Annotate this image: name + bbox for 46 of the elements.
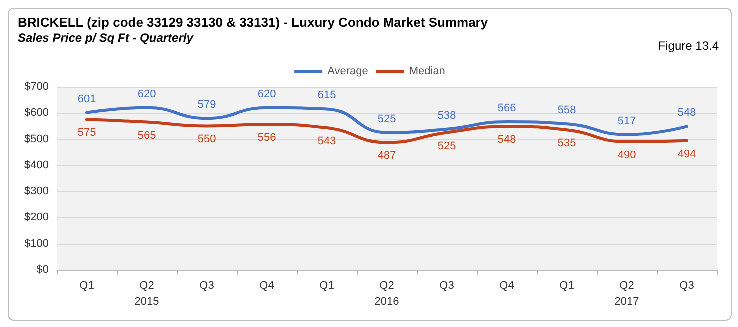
data-label: 538 [438,110,456,122]
data-label: 620 [258,88,276,100]
x-tick-label: Q1 [320,280,334,292]
x-tick-label: Q2 2015 [134,280,160,308]
data-label: 487 [378,150,396,162]
legend-label: Average [328,66,368,78]
data-label: 535 [558,138,576,150]
data-label: 558 [558,104,576,117]
x-tick-label: Q3 [200,280,214,292]
x-tick-label: Q3 [680,280,694,292]
data-label: 579 [198,99,216,112]
data-label: 494 [678,148,696,160]
y-tick-label: $200 [24,212,49,224]
y-tick-label: $400 [24,159,49,172]
data-label: 601 [78,93,96,106]
x-tick-label: Q4 [500,280,514,292]
data-label: 548 [498,134,516,146]
chart-subtitle: Sales Price p/ Sq Ft - Quarterly [18,31,195,45]
x-tick-label: Q2 2017 [614,280,640,308]
data-label: 490 [618,149,636,162]
data-label: 548 [678,107,696,120]
legend-label: Median [409,66,446,78]
y-tick-label: $100 [24,238,49,250]
data-label: 543 [318,136,336,148]
data-label: 525 [438,140,456,152]
y-tick-label: $500 [24,133,49,146]
chart-title: BRICKELL (zip code 33129 33130 & 33131) - Luxury Condo Market Summary [18,15,489,30]
y-tick-label: $300 [24,186,49,198]
data-label: 566 [498,102,516,115]
data-label: 556 [258,132,276,144]
x-tick-label: Q1 [80,280,94,292]
data-label: 525 [378,113,396,126]
y-tick-label: $700 [24,81,49,93]
x-tick-label: Q3 [440,280,454,292]
data-label: 620 [138,88,156,100]
y-tick-label: $600 [24,107,49,120]
data-label: 575 [78,127,96,140]
x-tick-label: Q4 [260,280,274,292]
data-label: 550 [198,134,216,146]
y-tick-label: $0 [36,264,49,276]
caption: Figure 13.4 [658,39,720,53]
data-label: 517 [618,115,636,128]
x-tick-label: Q2 2016 [374,280,400,308]
x-tick-label: Q1 [560,280,574,292]
data-label: 615 [318,90,336,102]
data-label: 565 [138,130,156,142]
